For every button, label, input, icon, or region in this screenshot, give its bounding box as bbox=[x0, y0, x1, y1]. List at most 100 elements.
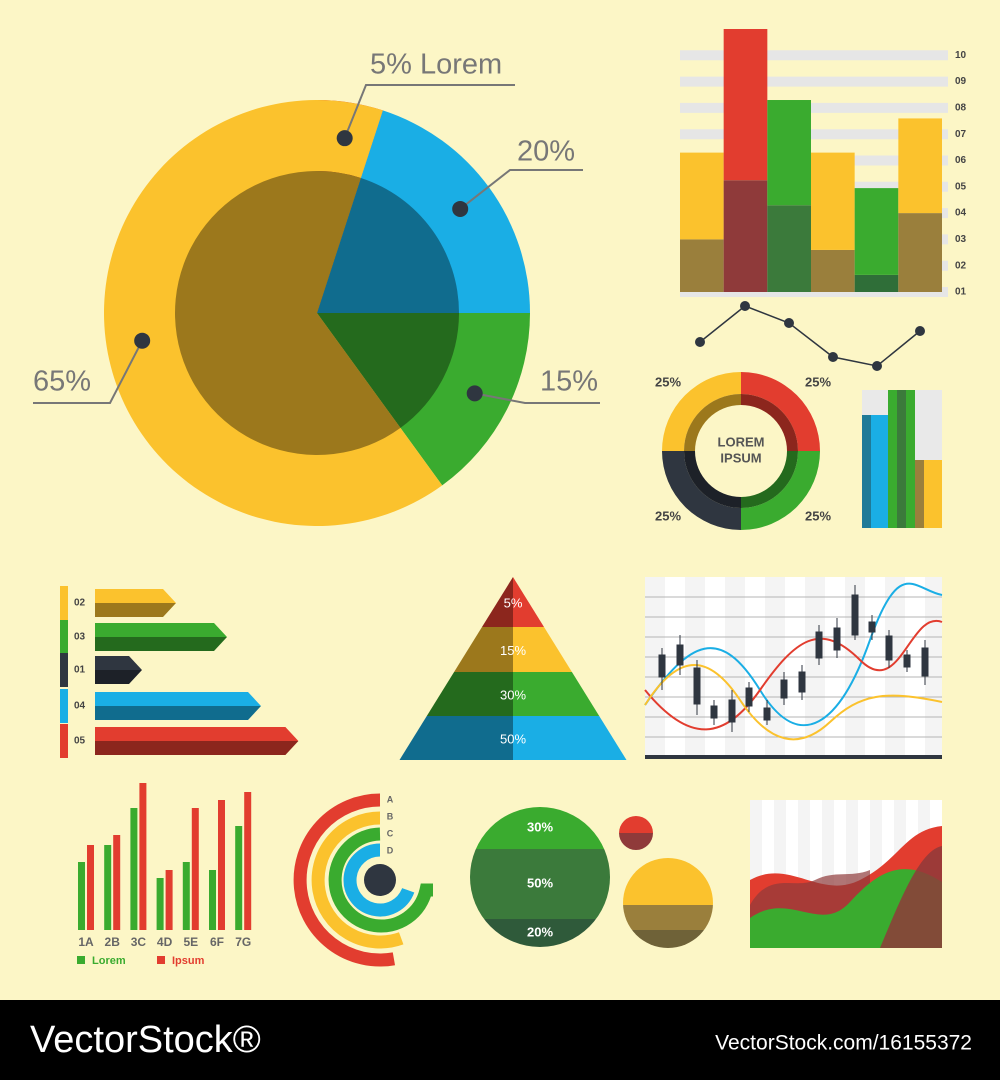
y-tick-label: 10 bbox=[955, 50, 967, 61]
arrow-label: 05 bbox=[74, 736, 86, 747]
arrow-strip bbox=[60, 724, 68, 758]
bar-segment bbox=[811, 249, 855, 292]
donut-inner-segment bbox=[684, 451, 741, 508]
x-tick-label: 2B bbox=[105, 935, 121, 949]
y-tick-label: 06 bbox=[955, 155, 967, 166]
grouped-bar bbox=[244, 792, 252, 930]
bar-segment bbox=[767, 205, 811, 292]
y-tick-label: 09 bbox=[955, 76, 967, 87]
arrow-bar-shadow bbox=[95, 637, 227, 651]
donut-segment bbox=[741, 451, 820, 530]
pie-label: 5% Lorem bbox=[370, 49, 502, 81]
grouped-bar bbox=[87, 845, 94, 930]
donut-segment bbox=[662, 451, 741, 530]
ring-label: B bbox=[387, 811, 394, 821]
y-tick-label: 03 bbox=[955, 234, 967, 245]
area-chart bbox=[750, 800, 942, 948]
arrow-label: 03 bbox=[74, 632, 86, 643]
y-tick-label: 08 bbox=[955, 103, 967, 114]
y-tick-label: 02 bbox=[955, 260, 967, 271]
x-tick-label: 4D bbox=[157, 935, 173, 949]
pyramid-band-shadow bbox=[481, 577, 513, 627]
donut-center-label: IPSUM bbox=[720, 450, 761, 465]
leader-line bbox=[343, 84, 515, 139]
arrow-bar bbox=[95, 589, 176, 603]
arrow-strip bbox=[60, 653, 68, 687]
x-tick-label: 6F bbox=[210, 935, 224, 949]
pyramid-band-shadow bbox=[454, 627, 513, 672]
bar-segment bbox=[723, 29, 768, 181]
dot-line bbox=[695, 301, 925, 371]
pie-label: 20% bbox=[517, 136, 575, 168]
arrow-label: 04 bbox=[74, 701, 86, 712]
donut-label: 25% bbox=[655, 508, 681, 523]
donut-label: 25% bbox=[805, 374, 831, 389]
y-tick-label: 07 bbox=[955, 129, 967, 140]
y-tick-label: 04 bbox=[955, 208, 967, 219]
bar-segment bbox=[680, 239, 724, 292]
bar-segment bbox=[898, 118, 942, 214]
x-tick-label: 3C bbox=[131, 935, 147, 949]
legend-label: Ipsum bbox=[172, 955, 205, 967]
grouped-bar bbox=[78, 862, 85, 930]
pie-inner-slice bbox=[317, 313, 459, 428]
grouped-bar bbox=[191, 808, 199, 930]
watermark-band bbox=[0, 1000, 1000, 1080]
watermark-id: VectorStock.com/16155372 bbox=[715, 1032, 972, 1055]
arrow-bar bbox=[95, 692, 261, 706]
pyramid-band bbox=[513, 577, 545, 627]
bar-segment bbox=[811, 152, 855, 250]
grouped-bar bbox=[130, 808, 138, 930]
leader-dot bbox=[466, 385, 483, 402]
x-tick-label: 7G bbox=[235, 935, 251, 949]
bar-segment bbox=[723, 180, 768, 292]
arrow-strip bbox=[60, 586, 68, 620]
donut-segment bbox=[741, 372, 820, 451]
arrow-bar bbox=[95, 656, 142, 670]
bar-segment bbox=[767, 100, 811, 206]
arrow-bar bbox=[95, 727, 299, 741]
watermark-brand: VectorStock® bbox=[30, 1019, 261, 1061]
pyramid-band-shadow bbox=[426, 672, 513, 716]
pyramid-band-shadow bbox=[399, 716, 513, 760]
leader-dot bbox=[336, 130, 353, 147]
y-tick-label: 01 bbox=[955, 287, 967, 298]
pyramid-label: 50% bbox=[500, 731, 526, 746]
pie-label: 15% bbox=[540, 366, 598, 398]
donut-segment bbox=[662, 372, 741, 451]
legend-swatch bbox=[157, 956, 165, 964]
donut-label: 25% bbox=[655, 374, 681, 389]
leader-line bbox=[33, 340, 144, 404]
leader-line bbox=[474, 392, 600, 404]
leader-line bbox=[459, 169, 583, 210]
pyramid-band bbox=[513, 672, 600, 716]
grouped-bar bbox=[104, 845, 112, 930]
pyramid-band bbox=[513, 716, 627, 760]
arrow-label: 01 bbox=[74, 665, 86, 676]
donut-inner-segment bbox=[741, 451, 798, 508]
x-tick-label: 1A bbox=[78, 935, 94, 949]
ring-arcs bbox=[293, 793, 433, 967]
ring-label: A bbox=[387, 794, 394, 804]
bar-segment bbox=[898, 213, 942, 292]
mini-circles bbox=[619, 816, 713, 948]
arrow-bar-shadow bbox=[95, 741, 299, 755]
ring-label: D bbox=[387, 845, 394, 855]
circle-band bbox=[470, 849, 610, 919]
grouped-bar bbox=[218, 800, 225, 930]
donut-center-label: LOREM bbox=[718, 434, 765, 449]
circle-band-label: 30% bbox=[527, 819, 553, 834]
grouped-bar bbox=[209, 870, 216, 930]
pie-inner-slice bbox=[317, 177, 459, 313]
arrow-bar-shadow bbox=[95, 670, 142, 684]
grouped-bar bbox=[139, 783, 147, 930]
legend-swatch bbox=[77, 956, 85, 964]
donut-label: 25% bbox=[805, 508, 831, 523]
donut-inner-segment bbox=[684, 394, 741, 451]
arrow-bar bbox=[95, 623, 227, 637]
arrow-label: 02 bbox=[74, 598, 86, 609]
arrow-strip bbox=[60, 689, 68, 723]
grouped-bar bbox=[165, 870, 173, 930]
